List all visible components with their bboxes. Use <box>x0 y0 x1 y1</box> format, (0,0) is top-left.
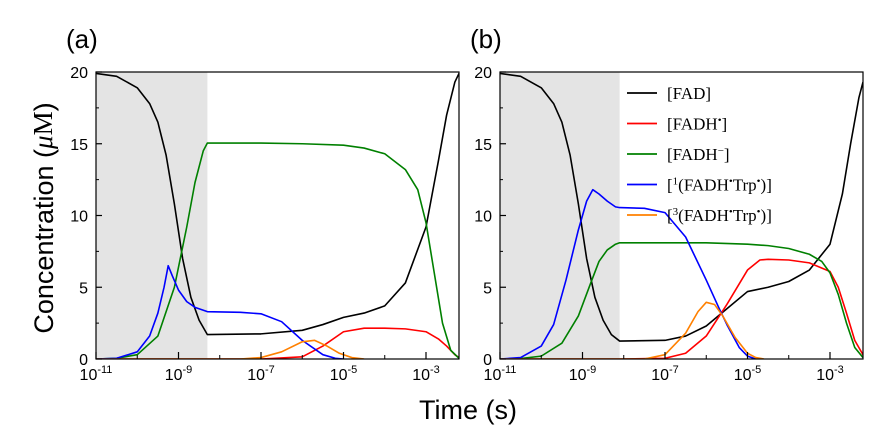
x-tick-label: 10-7 <box>247 364 275 384</box>
panel-a: (a) 10-11 10-9 10-7 10-5 10-3 0 5 10 15 20 <box>66 24 460 384</box>
y-tick-label: 0 <box>79 352 88 369</box>
legend-label: [1(FADH•Trp•)] <box>667 176 772 195</box>
legend-label: [FADH•] <box>667 115 727 134</box>
legend-item: [FAD] <box>627 84 711 103</box>
series-line <box>500 258 863 359</box>
series-line <box>500 241 863 359</box>
legend-label: [3(FADH•Trp•)] <box>667 206 772 225</box>
y-axis-title-suffix: ) <box>29 102 59 111</box>
y-axis-title-unit: M <box>28 111 58 135</box>
legend-item: [FADH•] <box>627 115 727 134</box>
y-tick-label: 20 <box>474 65 492 82</box>
y-tick-label: 15 <box>474 137 492 154</box>
x-tick-label: 10-5 <box>734 364 762 384</box>
x-tick-label: 10-7 <box>651 364 679 384</box>
series-group <box>500 72 863 359</box>
legend-item: [3(FADH•Trp•)] <box>627 206 772 225</box>
series-line <box>96 339 365 359</box>
y-axis-title: Concentration (μM) <box>28 102 59 333</box>
legend-item: [FADH−] <box>627 145 730 164</box>
legend-label: [FADH−] <box>667 145 730 164</box>
svg-text:Concentration (μM): Concentration (μM) <box>28 102 59 333</box>
series-line <box>500 301 765 359</box>
y-axis-title-prefix: Concentration ( <box>29 149 59 334</box>
x-tick-label: 10-9 <box>569 364 597 384</box>
y-tick-label: 0 <box>483 352 492 369</box>
legend-label: [FAD] <box>667 84 711 103</box>
legend: [FAD] [FADH•] [FADH−] [1(FADH•Trp•)] [3(FADH… <box>627 84 772 225</box>
series-line <box>96 264 344 359</box>
x-tick-label: 10-3 <box>816 364 844 384</box>
series-line <box>96 72 459 336</box>
panel-label: (a) <box>66 24 98 54</box>
panel-b: (b)10-11 10-9 10-7 10-5 10-305101520[FAD][FA… <box>470 24 864 384</box>
y-tick-label: 10 <box>474 209 492 226</box>
y-tick-label: 5 <box>483 280 492 297</box>
x-tick-label: 10-11 <box>80 364 113 384</box>
y-tick-label: 20 <box>70 65 88 82</box>
y-tick-label: 15 <box>70 137 88 154</box>
x-tick-label: 10-9 <box>165 364 193 384</box>
legend-item: [1(FADH•Trp•)] <box>627 176 772 195</box>
panel-label: (b) <box>470 24 502 54</box>
y-tick-label: 5 <box>79 280 88 297</box>
shaded-region <box>96 72 208 359</box>
x-axis-title: Time (s) <box>419 395 517 425</box>
series-line <box>500 72 863 342</box>
series-line <box>96 142 459 359</box>
x-tick-label: 10-5 <box>330 364 358 384</box>
x-tick-label: 10-11 <box>484 364 517 384</box>
y-tick-label: 10 <box>70 209 88 226</box>
x-tick-label: 10-3 <box>412 364 440 384</box>
y-axis-title-mu: μ <box>28 135 58 150</box>
